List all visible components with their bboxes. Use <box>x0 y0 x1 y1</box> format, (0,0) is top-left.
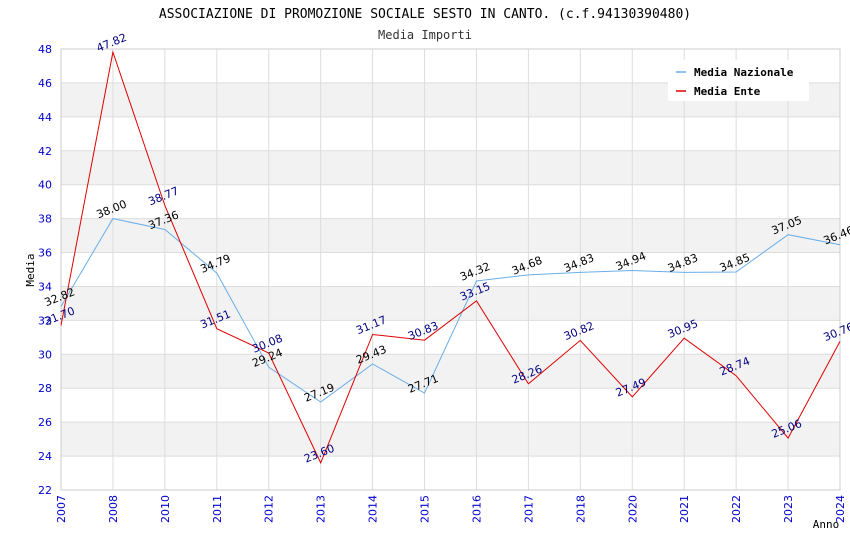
y-tick-label: 36 <box>38 247 52 260</box>
x-tick-label: 2020 <box>626 495 639 523</box>
legend: Media Nazionale Media Ente <box>668 60 809 101</box>
x-tick-label: 2023 <box>782 495 795 523</box>
series-line-media-ente <box>60 50 841 465</box>
x-tick-label: 2018 <box>574 495 587 523</box>
band <box>61 388 840 423</box>
y-tick-label: 42 <box>38 145 52 158</box>
x-tick-label: 2008 <box>107 495 120 523</box>
y-axis-ticks: 22 24 26 28 30 32 34 36 38 40 42 44 46 48 <box>38 43 52 497</box>
x-tick-label: 2016 <box>470 495 483 523</box>
y-tick-label: 34 <box>38 280 52 293</box>
y-tick-label: 46 <box>38 77 52 90</box>
band <box>61 218 840 253</box>
gridlines <box>60 48 841 491</box>
x-tick-label: 2010 <box>159 495 172 523</box>
band <box>61 116 840 151</box>
x-axis-label: Anno <box>813 518 840 531</box>
chart-title: ASSOCIAZIONE DI PROMOZIONE SOCIALE SESTO… <box>159 7 691 22</box>
band <box>61 422 840 457</box>
band <box>61 286 840 321</box>
x-tick-label: 2011 <box>211 495 224 523</box>
x-tick-label: 2024 <box>834 495 847 523</box>
legend-label: Media Ente <box>694 85 761 98</box>
y-tick-label: 26 <box>38 416 52 429</box>
x-tick-label: 2013 <box>315 495 328 523</box>
series-line-media-nazionale <box>60 218 841 403</box>
y-axis-label: Media <box>24 253 37 286</box>
plot-border <box>60 48 841 491</box>
legend-box <box>668 60 809 101</box>
series-lines <box>60 50 841 465</box>
x-tick-label: 2022 <box>730 495 743 523</box>
y-tick-label: 38 <box>38 213 52 226</box>
x-tick-label: 2007 <box>55 495 68 523</box>
y-tick-label: 44 <box>38 111 52 124</box>
band <box>61 252 840 287</box>
x-tick-label: 2017 <box>522 495 535 523</box>
x-tick-label: 2021 <box>678 495 691 523</box>
y-tick-label: 22 <box>38 484 52 497</box>
x-tick-label: 2012 <box>263 495 276 523</box>
y-tick-label: 40 <box>38 179 52 192</box>
y-tick-label: 32 <box>38 314 52 327</box>
band <box>61 354 840 389</box>
y-tick-label: 30 <box>38 348 52 361</box>
legend-label: Media Nazionale <box>694 66 794 79</box>
band <box>61 184 840 219</box>
x-tick-label: 2015 <box>419 495 432 523</box>
band <box>61 150 840 185</box>
chart-subtitle: Media Importi <box>378 28 472 42</box>
x-tick-label: 2014 <box>367 495 380 523</box>
x-axis-ticks: 2007 2008 2010 2011 2012 2013 2014 2015 2016 2017… <box>55 495 847 523</box>
y-tick-label: 28 <box>38 382 52 395</box>
y-tick-label: 48 <box>38 43 52 56</box>
y-tick-label: 24 <box>38 450 52 463</box>
band <box>61 456 840 490</box>
